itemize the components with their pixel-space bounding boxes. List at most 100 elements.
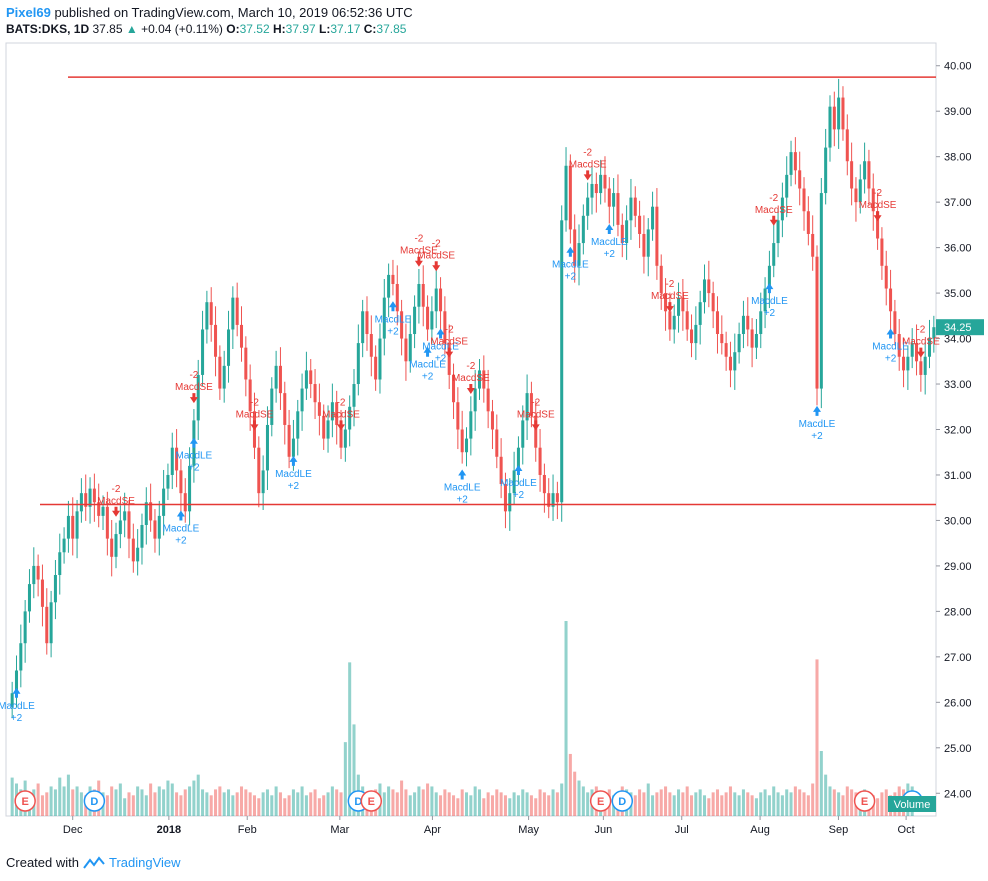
volume-bar <box>490 795 494 816</box>
signal-label: MacdSE <box>452 373 490 384</box>
volume-bar <box>529 795 533 816</box>
candle-body <box>235 297 239 325</box>
candle <box>339 409 343 460</box>
volume-bar <box>811 783 815 816</box>
candle <box>140 513 144 565</box>
candle-body <box>265 424 269 471</box>
candle <box>659 254 663 310</box>
tradingview-brand[interactable]: TradingView <box>108 855 181 870</box>
signal-label: MacdLE <box>591 237 628 248</box>
volume-bar <box>824 774 828 816</box>
candle-body <box>166 474 170 489</box>
symbol-label[interactable]: BATS:DKS, 1D <box>6 22 90 36</box>
candle <box>560 205 564 522</box>
volume-bar <box>118 783 122 816</box>
candle-body <box>490 411 494 430</box>
candle-body <box>45 606 49 644</box>
long-signal: MacdLE+2 <box>444 469 481 506</box>
volume-bar <box>737 795 741 816</box>
candle-body <box>733 352 737 371</box>
candle-body <box>97 502 101 516</box>
y-tick-label: 40.00 <box>944 61 972 73</box>
candle <box>616 174 620 237</box>
candle <box>322 404 326 450</box>
candle-body <box>439 288 443 312</box>
candle <box>893 299 897 346</box>
long-signal: MacdLE+2 <box>751 283 788 319</box>
earnings-marker[interactable]: E <box>853 790 876 812</box>
candle <box>664 278 668 331</box>
candle-body <box>525 393 529 421</box>
candle-body <box>529 393 533 416</box>
candle <box>927 319 932 369</box>
candle-body <box>612 193 616 207</box>
volume-bar <box>746 792 750 816</box>
candle <box>71 497 75 556</box>
candle-body <box>157 515 161 539</box>
candle <box>153 509 157 553</box>
candle-body <box>283 393 287 425</box>
volume-bar <box>387 786 391 816</box>
candle <box>490 399 494 450</box>
volume-bar <box>767 795 771 816</box>
dividend-marker[interactable]: D <box>83 790 106 812</box>
candle-body <box>828 106 832 148</box>
signal-down-arrow-icon <box>337 420 346 431</box>
candle <box>690 314 694 358</box>
candle-body <box>123 511 127 521</box>
candle <box>101 495 105 530</box>
candle <box>845 114 849 176</box>
candle-body <box>871 188 875 212</box>
volume-bar <box>196 774 200 816</box>
candle <box>391 259 395 296</box>
candle-body <box>105 506 109 539</box>
last-price-label: 34.25 <box>944 322 972 334</box>
signal-label: MacdSE <box>430 337 468 348</box>
candle-body <box>88 488 92 507</box>
candle-body <box>348 406 352 430</box>
candle <box>495 414 499 469</box>
earnings-marker[interactable]: E <box>589 790 612 812</box>
earnings-marker[interactable]: E <box>360 790 383 812</box>
candle-body <box>681 297 685 312</box>
candle <box>910 328 914 369</box>
volume-bar <box>698 789 702 816</box>
candle <box>694 306 698 360</box>
candle <box>586 182 590 230</box>
candle <box>157 500 161 556</box>
author-link[interactable]: Pixel69 <box>6 5 51 20</box>
volume-bar <box>642 792 646 816</box>
volume-bar <box>231 795 235 816</box>
volume-bar <box>40 795 44 816</box>
candle <box>651 191 655 241</box>
candle <box>49 590 53 658</box>
candle <box>62 527 66 564</box>
candle <box>227 310 231 383</box>
candle <box>469 396 473 456</box>
candle-body <box>296 411 300 439</box>
candle <box>404 323 408 381</box>
low-value: 37.17 <box>330 22 361 36</box>
candle-body <box>789 152 793 175</box>
candle <box>923 341 927 395</box>
signal-qty: +2 <box>764 308 776 319</box>
candle-body <box>858 179 862 203</box>
candle-body <box>655 206 659 266</box>
candle <box>166 463 170 500</box>
candle <box>287 409 291 469</box>
volume-bar <box>149 783 153 816</box>
volume-bar <box>789 792 793 816</box>
signal-up-arrow-icon <box>388 301 397 312</box>
candle-body <box>694 324 698 344</box>
candle <box>75 499 79 559</box>
volume-bar <box>114 789 118 816</box>
signal-label: MacdLE <box>409 360 446 371</box>
candle <box>746 297 750 347</box>
earnings-marker[interactable]: E <box>14 790 36 812</box>
candle-body <box>227 329 231 366</box>
dividend-marker[interactable]: D <box>611 790 634 812</box>
signal-up-arrow-icon <box>813 405 822 416</box>
